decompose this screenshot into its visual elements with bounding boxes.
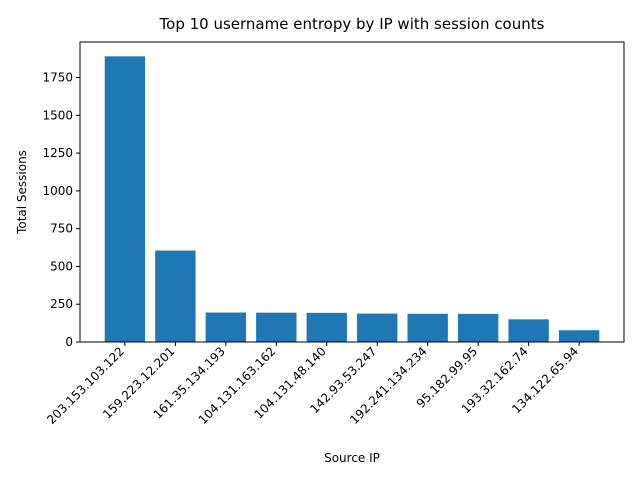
- y-tick-label: 1500: [42, 108, 73, 122]
- chart-title: Top 10 username entropy by IP with sessi…: [159, 15, 545, 33]
- y-tick-label: 1250: [42, 146, 73, 160]
- bar: [407, 313, 448, 342]
- y-tick-label: 500: [50, 259, 73, 273]
- x-axis: 203.153.103.122159.223.12.201161.35.134.…: [44, 342, 581, 427]
- bar: [558, 330, 600, 342]
- plot-frame: [79, 41, 625, 343]
- bar: [104, 56, 146, 343]
- x-axis-label: Source IP: [324, 451, 380, 465]
- y-tick-label: 750: [50, 222, 73, 236]
- y-tick-label: 1750: [42, 71, 73, 85]
- bar: [508, 319, 549, 342]
- bar: [205, 312, 247, 342]
- y-tick-label: 250: [50, 297, 73, 311]
- bar: [155, 250, 196, 342]
- bar: [357, 313, 398, 342]
- bar: [256, 312, 297, 342]
- y-tick-label: 0: [65, 335, 73, 349]
- bar: [306, 312, 347, 342]
- bar: [457, 313, 499, 342]
- y-axis-label: Total Sessions: [15, 150, 29, 235]
- y-axis: 0 250 500 750 1000 1250 1500 1750: [42, 71, 80, 349]
- bars-layer: [104, 56, 600, 343]
- y-tick-label: 1000: [42, 184, 73, 198]
